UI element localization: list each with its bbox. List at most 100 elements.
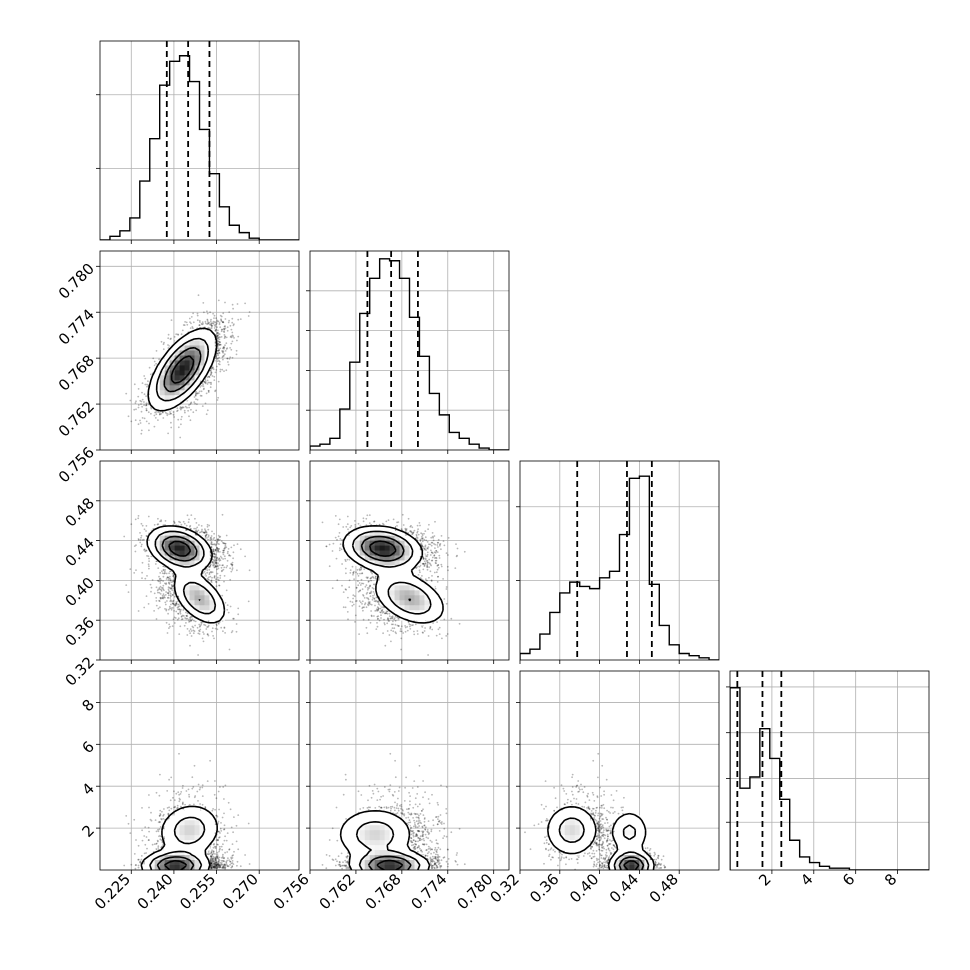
sample-point [215, 562, 218, 564]
sample-point [200, 390, 203, 393]
sample-point [216, 339, 219, 342]
sample-point [164, 594, 167, 596]
sample-point [214, 329, 217, 332]
sample-point [219, 577, 222, 579]
sample-point [157, 607, 160, 610]
sample-point [140, 543, 143, 546]
density-cell [164, 390, 171, 396]
sample-point [237, 318, 240, 321]
sample-point [213, 317, 215, 319]
sample-point [228, 358, 231, 360]
sample-point [205, 575, 208, 577]
sample-point [137, 395, 140, 398]
sample-point [212, 550, 215, 553]
sample-point [233, 337, 235, 339]
sample-point [219, 341, 221, 344]
sample-point [185, 622, 187, 624]
sample-point [213, 375, 216, 378]
sample-point [195, 392, 197, 395]
sample-point [231, 564, 234, 566]
sample-point [230, 335, 233, 338]
density-cell [174, 345, 181, 351]
sample-point [218, 349, 221, 352]
sample-point [194, 394, 197, 397]
sample-point [209, 320, 212, 323]
sample-point [139, 422, 142, 424]
sample-point [215, 369, 218, 371]
sample-point [227, 321, 230, 324]
sample-point [224, 344, 226, 347]
sample-point [197, 654, 200, 656]
density-cell [194, 355, 200, 361]
sample-point [226, 559, 229, 562]
density-cell [164, 365, 171, 371]
sample-point [169, 579, 172, 582]
sample-point [203, 531, 206, 534]
sample-point [189, 620, 191, 623]
sample-point [161, 572, 164, 575]
sample-point [177, 603, 179, 606]
sample-point [145, 420, 148, 423]
sample-point [193, 401, 196, 403]
sample-point [158, 413, 161, 416]
sample-point [223, 542, 225, 545]
sample-point [218, 336, 220, 338]
sample-point [219, 314, 222, 317]
sample-point [162, 575, 165, 578]
sample-point [222, 630, 224, 633]
density-cell [189, 340, 195, 346]
sample-point [169, 600, 172, 603]
sample-point [228, 554, 231, 556]
sample-point [187, 619, 190, 621]
sample-point [230, 342, 233, 345]
sample-point [182, 324, 185, 326]
sample-point [165, 572, 168, 575]
sample-point [203, 623, 206, 626]
sample-point [183, 324, 186, 326]
sample-point [135, 544, 137, 546]
panel-frame [99, 40, 300, 241]
sample-point [208, 524, 211, 527]
sample-point [223, 347, 225, 350]
sample-point [160, 588, 163, 591]
sample-point [211, 322, 214, 325]
sample-point [213, 321, 216, 323]
density-cell [164, 385, 171, 391]
sample-point [194, 394, 197, 397]
density-cell [169, 395, 176, 401]
sample-point [215, 328, 218, 331]
sample-point [224, 336, 227, 338]
sample-point [216, 548, 219, 550]
density-cell [189, 335, 195, 341]
sample-point [184, 411, 186, 414]
sample-point [221, 368, 224, 371]
sample-point [179, 406, 182, 408]
sample-point [218, 356, 221, 359]
sample-point [171, 607, 174, 609]
sample-point [223, 331, 226, 333]
sample-point [221, 356, 224, 359]
sample-point [224, 318, 227, 320]
sample-point [171, 580, 174, 583]
sample-point [140, 410, 143, 413]
sample-point [194, 620, 197, 623]
sample-point [173, 336, 176, 338]
sample-point [170, 608, 173, 611]
sample-point [145, 407, 148, 410]
sample-point [198, 630, 201, 633]
sample-point [189, 628, 192, 630]
sample-point [165, 582, 168, 585]
sample-point [170, 337, 172, 340]
sample-point [211, 375, 214, 377]
sample-point [206, 525, 209, 528]
sample-point [140, 545, 143, 548]
sample-point [180, 608, 182, 611]
sample-point [229, 578, 232, 581]
sample-point [191, 326, 194, 328]
panel-plot-area [123, 513, 251, 656]
sample-point [203, 380, 206, 383]
sample-point [173, 610, 176, 612]
sample-point [137, 610, 140, 612]
sample-point [217, 331, 219, 334]
sample-point [189, 327, 192, 329]
